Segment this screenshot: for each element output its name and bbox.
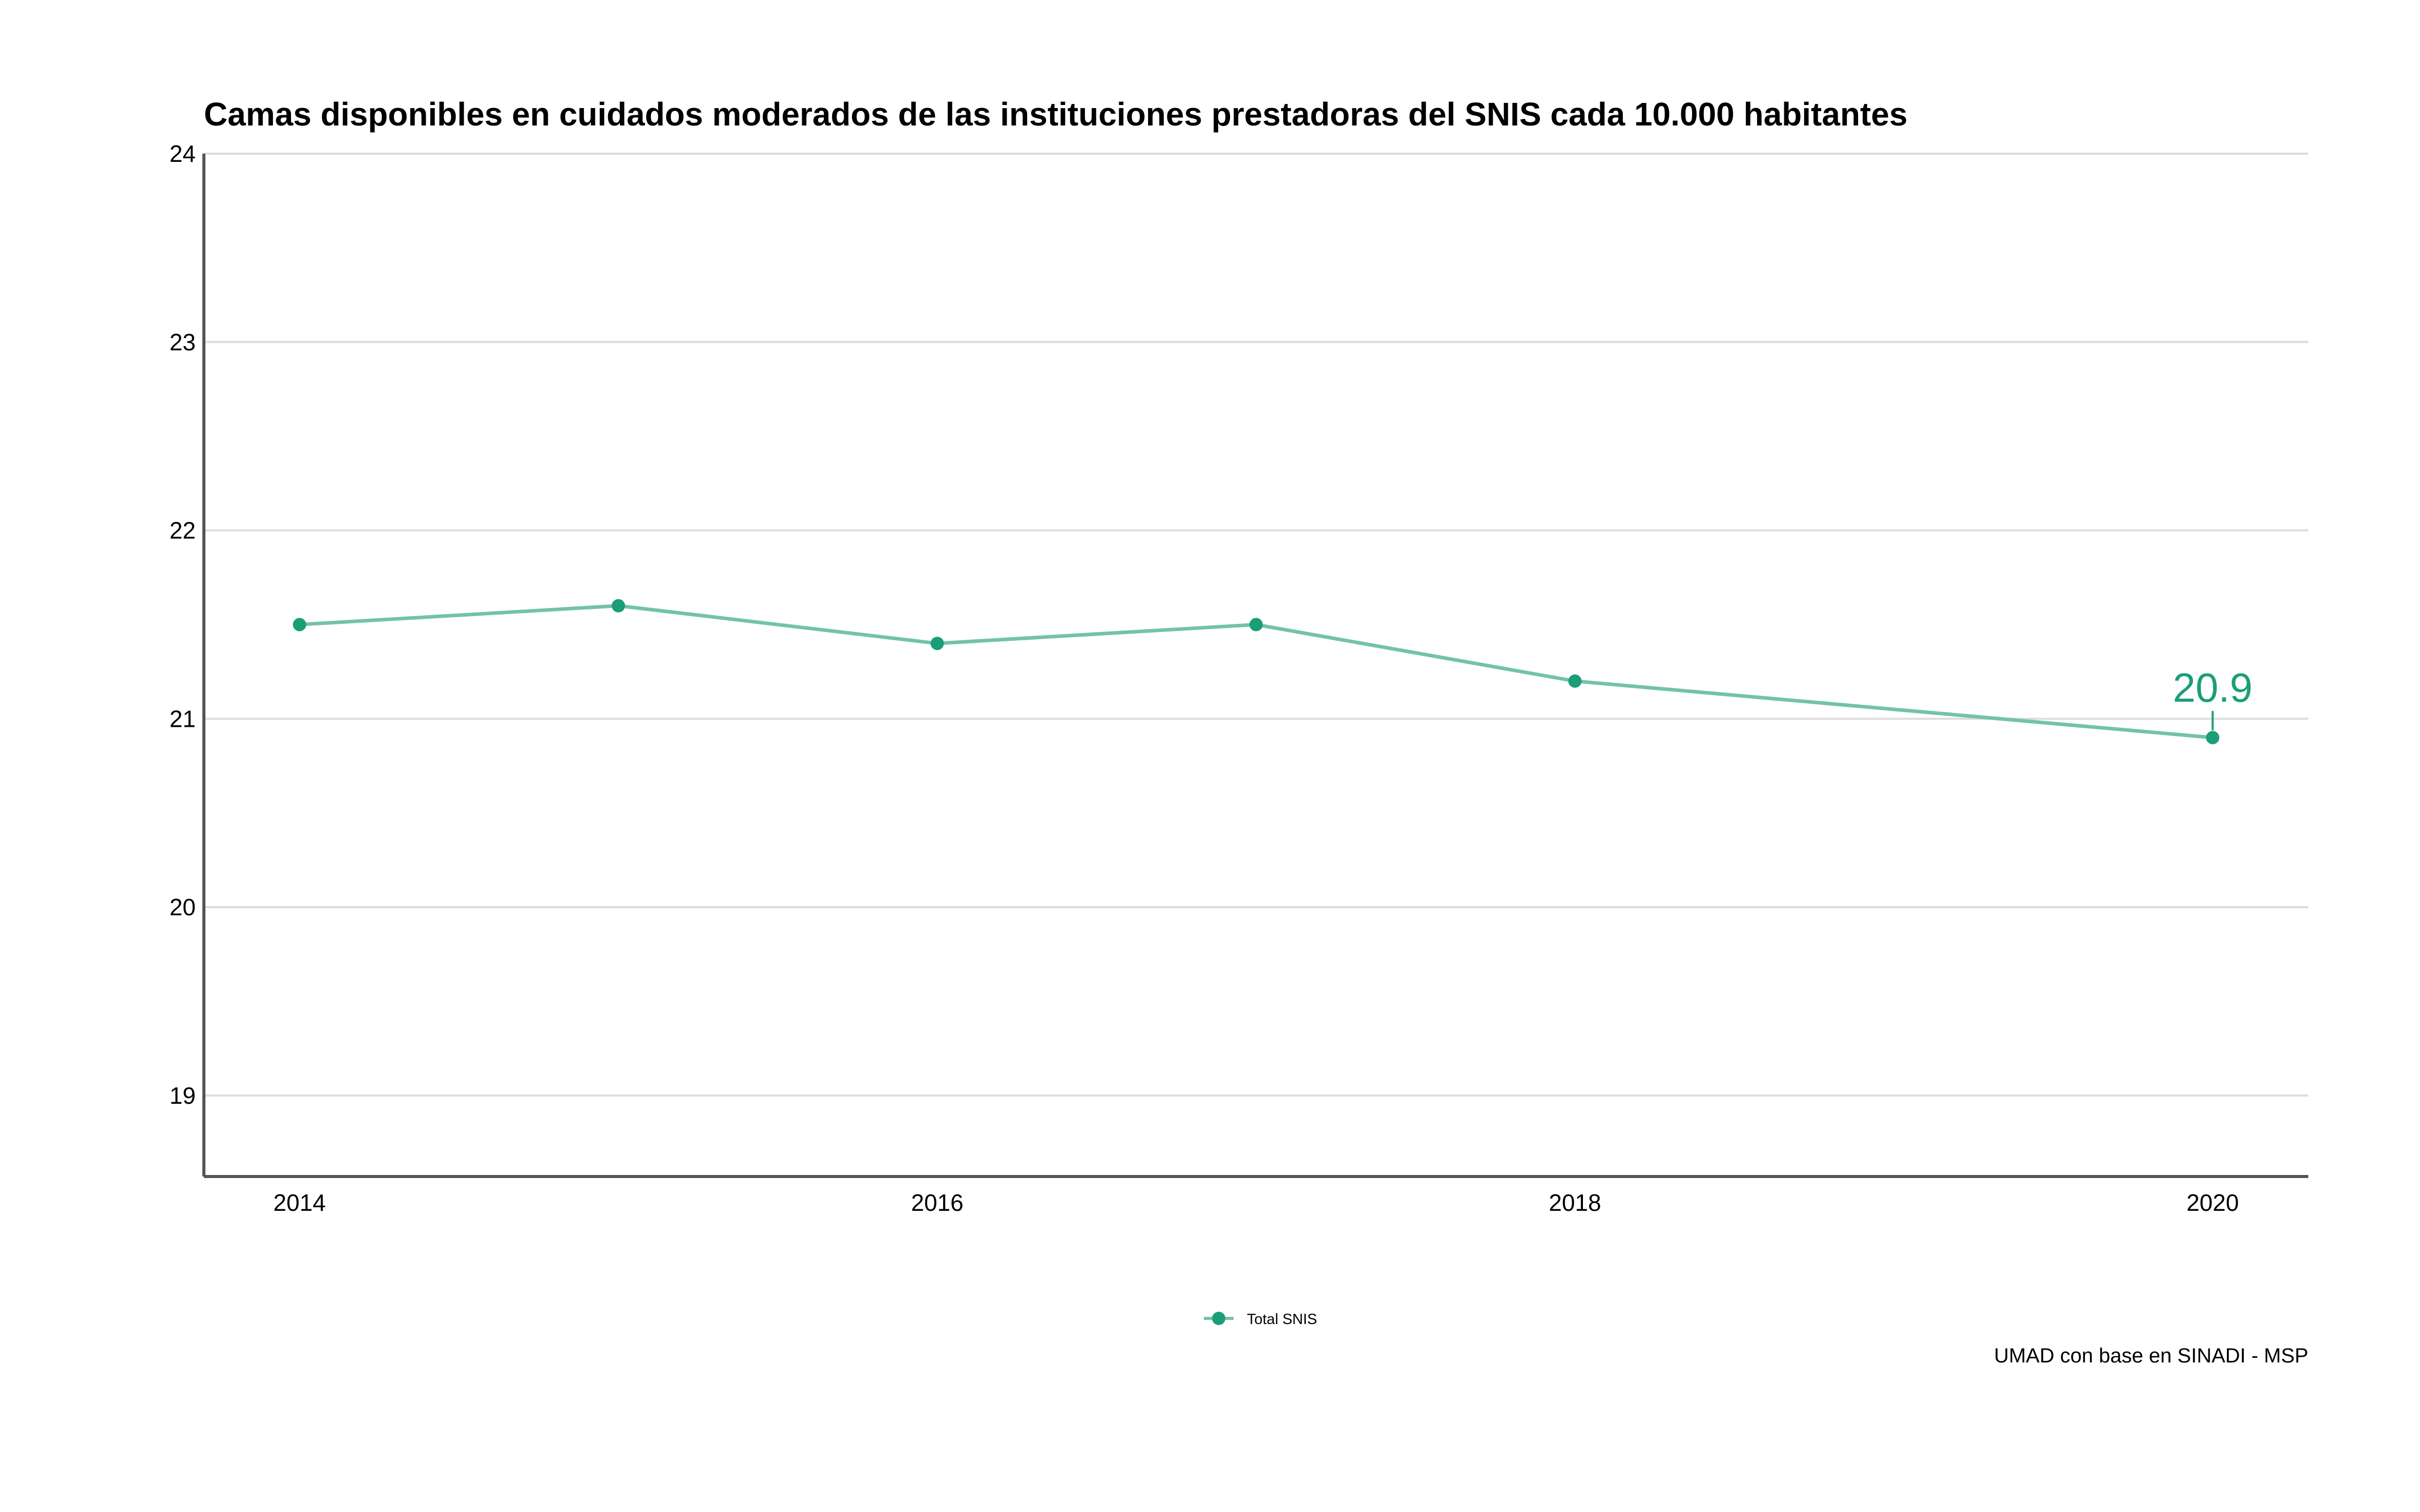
y-tick-label: 21 [170, 705, 196, 732]
y-tick-labels: 19 20 21 22 23 24 [170, 140, 196, 1109]
annotations: 20.9 [2173, 665, 2252, 731]
chart-caption: UMAD con base en SINADI - MSP [1994, 1345, 2308, 1367]
legend-marker-swatch [1212, 1312, 1225, 1325]
legend-label-total-snis: Total SNIS [1247, 1311, 1317, 1328]
data-point [1568, 674, 1582, 688]
data-point [930, 637, 944, 650]
data-point [2206, 731, 2220, 745]
chart-title: Camas disponibles en cuidados moderados … [204, 96, 1908, 133]
axes [202, 154, 2308, 1178]
series-line [298, 604, 2215, 740]
data-point [293, 618, 306, 632]
y-tick-label: 20 [170, 894, 196, 920]
gridlines [204, 153, 2308, 1097]
x-tick-label: 2018 [1549, 1189, 1601, 1216]
data-point [1249, 618, 1263, 632]
data-point [612, 599, 625, 613]
series-total-snis [293, 599, 2220, 745]
legend: Total SNIS [1204, 1311, 1317, 1328]
y-tick-label: 23 [170, 329, 196, 355]
y-tick-label: 24 [170, 140, 196, 167]
data-label: 20.9 [2173, 665, 2252, 710]
x-tick-label: 2016 [911, 1189, 963, 1216]
x-tick-labels: 2014 2016 2018 2020 [274, 1189, 2239, 1216]
y-tick-label: 19 [170, 1082, 196, 1109]
y-tick-label: 22 [170, 517, 196, 544]
x-tick-label: 2014 [274, 1189, 326, 1216]
x-tick-label: 2020 [2186, 1189, 2239, 1216]
